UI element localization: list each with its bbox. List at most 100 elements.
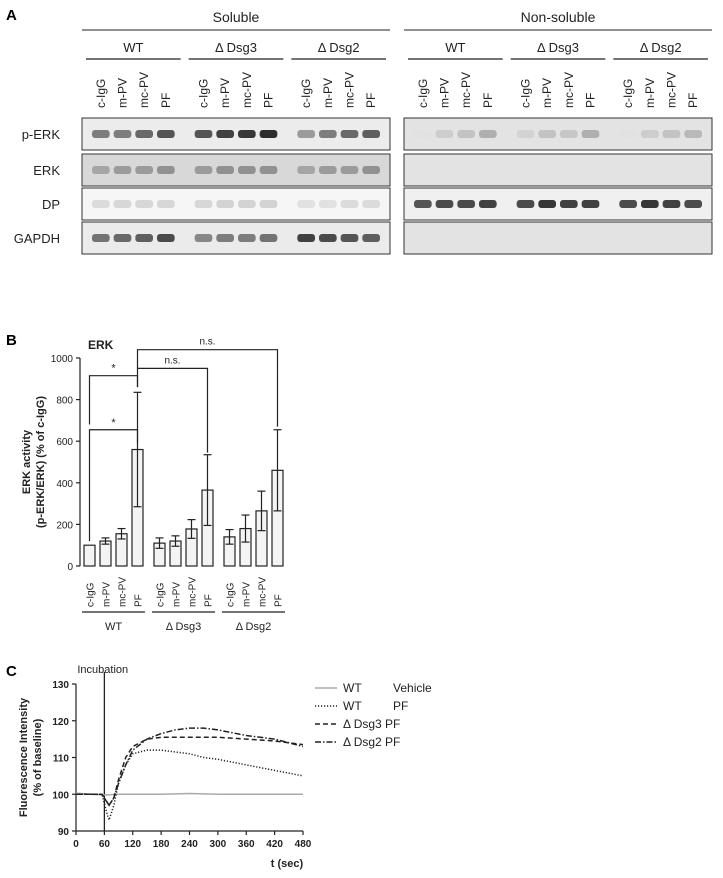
- lane-label: mc-PV: [137, 72, 151, 108]
- lane-label: m-PV: [218, 78, 232, 108]
- legend-label: Δ Dsg3 PF: [343, 717, 400, 731]
- x-tick-label: 300: [210, 839, 227, 850]
- sig-label: *: [111, 363, 116, 375]
- blot-band: [319, 234, 337, 242]
- y-tick-label: 130: [52, 680, 69, 691]
- lane-label: PF: [686, 93, 700, 108]
- blot-band: [414, 200, 432, 208]
- x-tick-label: m-PV: [172, 582, 183, 607]
- y-axis-label: (% of baseline): [32, 718, 44, 796]
- blot-band: [435, 130, 454, 138]
- sig-bracket: [88, 429, 139, 542]
- blot-band: [216, 234, 234, 242]
- blot-band: [581, 130, 600, 138]
- blot-band: [560, 200, 578, 208]
- blot-band: [435, 200, 454, 208]
- blot-band: [113, 130, 132, 138]
- blot-band: [135, 166, 153, 174]
- y-tick-label: 200: [56, 520, 73, 531]
- series-line: [75, 792, 303, 796]
- blot-strip: [81, 187, 391, 221]
- blot-strip: [403, 117, 713, 151]
- legend-label: Δ Dsg2 PF: [343, 735, 400, 749]
- lane-label: m-PV: [116, 78, 130, 108]
- group-label: WT: [105, 621, 122, 633]
- blot-band: [340, 130, 359, 138]
- y-axis-label: ERK activity: [21, 429, 33, 494]
- erk-bar-chart: 0 200 400 600 800 1000 ERK activity (p-ERK/ERK)…: [21, 337, 285, 633]
- legend-label: PF: [393, 699, 408, 713]
- blot-group-title: Non-soluble: [521, 9, 596, 25]
- blot-band: [516, 130, 535, 138]
- lane-label: mc-PV: [562, 72, 576, 108]
- x-tick-label: mc-PV: [258, 577, 269, 607]
- blot-band: [216, 200, 234, 208]
- blot-band: [457, 200, 475, 208]
- lane-label: mc-PV: [343, 72, 357, 108]
- blot-band: [194, 234, 213, 242]
- lane-label: c-IgG: [197, 79, 211, 108]
- blot-band: [113, 234, 132, 242]
- blot-band: [157, 166, 175, 174]
- series-line: [76, 749, 304, 823]
- y-tick-label: 110: [53, 754, 70, 765]
- genotype-label: WT: [123, 40, 143, 55]
- blot-band: [194, 200, 213, 208]
- lane-label: PF: [262, 93, 276, 108]
- x-tick-label: c-IgG: [156, 582, 167, 607]
- blot-band: [259, 130, 278, 138]
- blot-band: [516, 200, 535, 208]
- x-tick-label: 480: [295, 839, 312, 850]
- blot-band: [194, 166, 213, 174]
- x-tick-label: m-PV: [242, 582, 253, 607]
- blot-group-title: Soluble: [213, 9, 260, 25]
- lane-label: PF: [364, 93, 378, 108]
- lane-label: m-PV: [438, 78, 452, 108]
- blot-band: [414, 130, 432, 138]
- legend-label: WT: [343, 681, 362, 695]
- y-axis-label: (p-ERK/ERK) (% of c-IgG): [35, 396, 47, 528]
- blot-band: [581, 200, 600, 208]
- blot-band: [92, 130, 110, 138]
- x-tick-label: PF: [134, 594, 145, 607]
- blot-band: [157, 130, 175, 138]
- sig-label: *: [111, 417, 116, 429]
- blot-band: [662, 130, 681, 138]
- blot-band: [362, 234, 380, 242]
- blot-band: [362, 130, 380, 138]
- bar: [83, 544, 96, 567]
- blot-band: [641, 130, 659, 138]
- blot-band: [135, 234, 153, 242]
- x-tick-label: 0: [73, 839, 79, 850]
- blot-band: [662, 200, 681, 208]
- x-tick-label: PF: [274, 594, 285, 607]
- sig-bracket: [136, 367, 209, 453]
- x-tick-label: mc-PV: [118, 577, 129, 607]
- blot-band: [238, 200, 256, 208]
- x-tick-label: m-PV: [102, 582, 113, 607]
- blot-band: [238, 130, 256, 138]
- genotype-label: Δ Dsg3: [215, 40, 257, 55]
- y-tick-label: 800: [56, 396, 73, 407]
- series-line: [76, 736, 304, 807]
- lane-label: c-IgG: [299, 79, 313, 108]
- bar: [99, 540, 112, 567]
- genotype-label: Δ Dsg2: [640, 40, 682, 55]
- sig-label: n.s.: [199, 337, 215, 348]
- panel-label-b: B: [6, 332, 17, 349]
- x-tick-label: mc-PV: [188, 577, 199, 607]
- blot-band: [92, 234, 110, 242]
- blot-band: [157, 200, 175, 208]
- blot-band: [619, 200, 637, 208]
- blot-band: [340, 200, 359, 208]
- lane-label: mc-PV: [459, 72, 473, 108]
- genotype-label: WT: [445, 40, 465, 55]
- y-tick-label: 120: [52, 717, 69, 728]
- blot-band: [457, 130, 475, 138]
- y-tick-label: 400: [56, 479, 73, 490]
- blot-band: [194, 130, 213, 138]
- blot-band: [538, 130, 556, 138]
- incubation-label: Incubation: [77, 664, 128, 676]
- blot-band: [92, 166, 110, 174]
- chart-title: ERK: [88, 338, 114, 352]
